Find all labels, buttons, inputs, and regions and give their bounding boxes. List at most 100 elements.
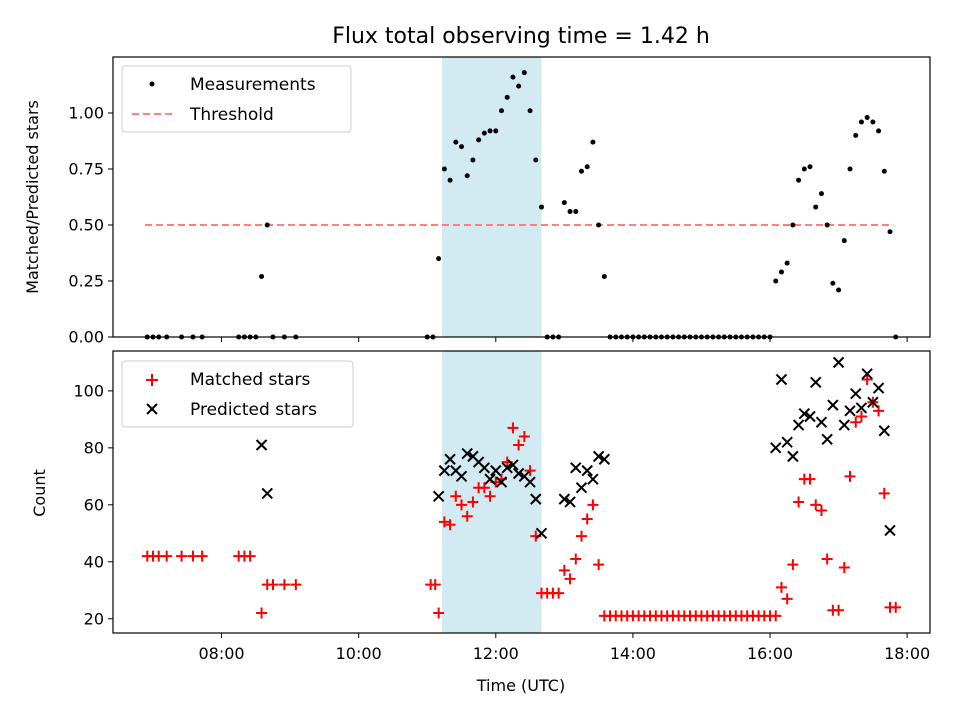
predicted-star-point [598,453,611,465]
matched-star-point [793,496,805,508]
top-y-tick-label: 1.00 [68,104,104,123]
predicted-star-point [855,402,868,414]
bottom-y-tick-label: 40 [84,552,104,571]
matched-star-point [438,516,450,528]
measurement-point [801,166,807,172]
predicted-star-point [512,467,525,480]
predicted-star-point [535,527,548,540]
bottom-shaded-region [442,351,542,633]
measurement-point [578,168,584,174]
predicted-star-point [872,382,885,394]
predicted-star-point [461,447,473,460]
measurement-point [476,137,482,143]
measurement-point [818,191,824,197]
matched-star-point [433,607,445,619]
measurement-point [259,274,265,280]
measurement-point [470,157,476,163]
predicted-star-point [850,388,862,400]
bottom-y-axis-label: Count [30,469,49,517]
predicted-star-point [884,524,896,537]
matched-star-point [467,496,479,508]
legend-measurements-marker [149,81,155,87]
measurement-point [538,204,544,210]
measurement-point [864,114,870,120]
measurement-point [590,139,596,145]
matched-star-point [176,550,188,562]
predicted-star-point [821,433,833,446]
top-panel: 0.00 0.25 0.50 0.75 1.00 Matched/Predicted s… [23,56,931,347]
measurement-point [516,83,522,89]
matched-star-point [456,499,468,511]
matched-star-point [524,465,536,477]
matched-star-point [161,550,173,562]
legend-matched-marker [146,374,158,386]
measurement-point [858,119,864,125]
measurement-point [499,108,505,114]
predicted-star-point [507,459,519,471]
x-tick-label: 08:00 [198,644,244,663]
measurement-point [778,269,784,275]
measurement-point [436,256,442,262]
predicted-star-point [810,376,822,389]
matched-star-point [256,607,268,619]
predicted-star-point [255,439,268,451]
top-y-tick-label: 0.75 [68,160,104,179]
predicted-star-point [575,482,588,494]
top-y-tick-label: 0.50 [68,216,104,235]
chart-title: Flux total observing time = 1.42 h [332,24,710,49]
bottom-axes-frame [112,350,931,634]
matched-star-point [770,610,782,622]
predicted-star-point [844,405,856,417]
predicted-star-point [438,464,451,477]
matched-star-point [558,564,570,576]
measurement-point [567,209,573,215]
measurement-point [830,280,836,286]
bottom-y-tick-label: 80 [84,438,104,457]
top-legend: Measurements Threshold [121,65,352,133]
predicted-star-point [455,470,468,483]
predicted-star-point [570,462,582,474]
matched-star-point [855,411,867,423]
matched-star-point [838,561,850,573]
bottom-y-ticks: 20 40 60 80 100 [73,381,113,628]
matched-star-point [850,416,862,428]
measurement-point [561,200,567,206]
bottom-legend-box [121,360,354,428]
matched-star-point [833,604,845,616]
matched-star-point [878,487,890,499]
matched-star-point [844,470,856,482]
matched-star-point [581,513,593,525]
measurement-point [527,108,533,114]
predicted-star-point [878,425,891,437]
predicted-star-point [530,493,542,505]
measurement-point [876,128,882,134]
x-tick-label: 14:00 [610,644,656,663]
measurement-point [870,119,876,125]
measurement-point [481,130,487,136]
top-legend-box [121,65,352,133]
matched-star-point [553,587,565,599]
x-tick-label: 16:00 [747,644,793,663]
top-y-axis-label: Matched/Predicted stars [23,100,42,294]
measurement-point [796,177,802,183]
matched-star-point [518,430,530,442]
measurement-point [573,209,579,215]
matched-star-point [787,559,799,571]
bottom-x-ticks: 08:00 10:00 12:00 14:00 16:00 18:00 [198,633,930,663]
predicted-star-point [798,407,811,420]
matched-star-point [821,553,833,565]
measurement-point [841,238,847,244]
legend-predicted-marker [146,403,158,415]
measurement-point [510,74,516,80]
matched-star-point [513,439,525,451]
x-axis-label: Time (UTC) [476,676,565,695]
measurement-point [887,229,893,235]
predicted-star-point [484,473,496,485]
measurement-point [487,128,493,134]
measurement-point [596,222,602,228]
predicted-star-point [501,462,513,474]
predicted-star-point [564,496,576,508]
top-y-tick-label: 0.00 [68,328,104,347]
matched-star-point [444,519,456,531]
